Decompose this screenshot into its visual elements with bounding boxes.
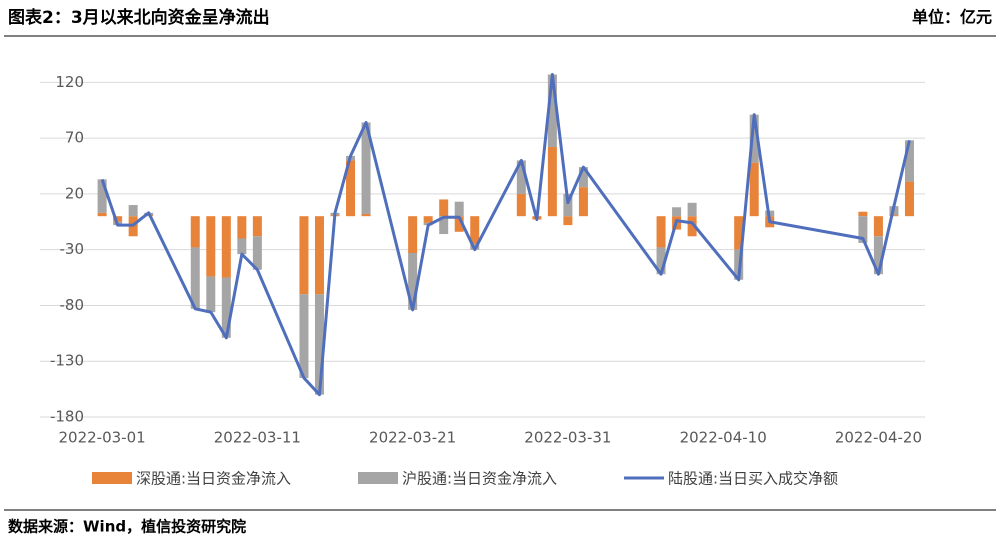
bar xyxy=(361,122,371,214)
x-tick-label: 2022-03-31 xyxy=(524,429,611,447)
x-tick-label: 2022-03-11 xyxy=(214,429,301,447)
bar xyxy=(299,294,309,378)
legend-label: 沪股通:当日资金净流入 xyxy=(402,470,557,488)
y-tick-label: -180 xyxy=(50,408,84,426)
bar xyxy=(423,216,433,223)
legend-label: 深股通:当日资金净流入 xyxy=(136,470,291,488)
legend-swatch xyxy=(358,472,398,484)
bar xyxy=(563,193,573,217)
bar xyxy=(656,216,666,248)
bar xyxy=(749,114,759,163)
bar xyxy=(206,216,216,277)
bar xyxy=(237,238,247,255)
bar xyxy=(516,193,526,217)
bar xyxy=(439,216,449,235)
legend-swatch xyxy=(92,472,132,484)
bar xyxy=(563,216,573,226)
bar xyxy=(578,167,588,188)
bar xyxy=(547,147,557,217)
bar xyxy=(97,212,107,217)
bar xyxy=(578,187,588,217)
bar xyxy=(873,236,883,275)
bar xyxy=(470,216,480,245)
y-tick-label: -30 xyxy=(60,240,85,258)
bar xyxy=(408,253,418,310)
bar xyxy=(190,216,200,248)
bar xyxy=(516,160,526,194)
bar xyxy=(904,181,914,217)
source-note: 数据来源：Wind，植信投资研究院 xyxy=(8,518,246,536)
y-tick-label: 20 xyxy=(65,184,84,202)
bar xyxy=(299,216,309,295)
bar xyxy=(672,207,682,217)
bar xyxy=(656,247,666,275)
bar xyxy=(687,216,697,237)
bar xyxy=(221,216,231,278)
unit-label: 单位：亿元 xyxy=(912,8,992,27)
bar xyxy=(454,201,464,217)
bar xyxy=(904,140,914,182)
bar xyxy=(314,216,324,295)
y-tick-label: 120 xyxy=(55,73,84,91)
legend-label: 陆股通:当日买入成交净额 xyxy=(668,470,838,488)
y-tick-label: -130 xyxy=(50,352,84,370)
bar xyxy=(687,202,697,217)
bar xyxy=(873,216,883,237)
bar xyxy=(190,247,200,309)
bar xyxy=(128,205,138,217)
x-tick-label: 2022-04-10 xyxy=(680,429,767,447)
y-tick-label: -80 xyxy=(60,296,85,314)
bar xyxy=(97,179,107,213)
x-tick-label: 2022-03-21 xyxy=(369,429,456,447)
bar xyxy=(361,213,371,217)
bar xyxy=(408,216,418,254)
line xyxy=(100,73,911,397)
bar xyxy=(252,216,262,237)
bar xyxy=(206,276,216,313)
bar xyxy=(858,211,868,217)
bar xyxy=(547,74,557,148)
y-tick-label: 70 xyxy=(65,129,84,147)
bar xyxy=(454,216,464,232)
bar xyxy=(221,277,231,338)
bar xyxy=(237,216,247,239)
x-tick-label: 2022-04-20 xyxy=(835,429,922,447)
bar xyxy=(252,236,262,270)
bar xyxy=(346,160,356,217)
bar xyxy=(749,162,759,217)
bar xyxy=(858,216,868,243)
bar xyxy=(314,294,324,395)
chart-title: 图表2：3月以来北向资金呈净流出 xyxy=(8,7,270,28)
bar xyxy=(439,199,449,217)
bar xyxy=(734,216,744,250)
bar xyxy=(113,216,123,222)
bar xyxy=(889,215,899,217)
x-tick-label: 2022-03-01 xyxy=(59,429,146,447)
